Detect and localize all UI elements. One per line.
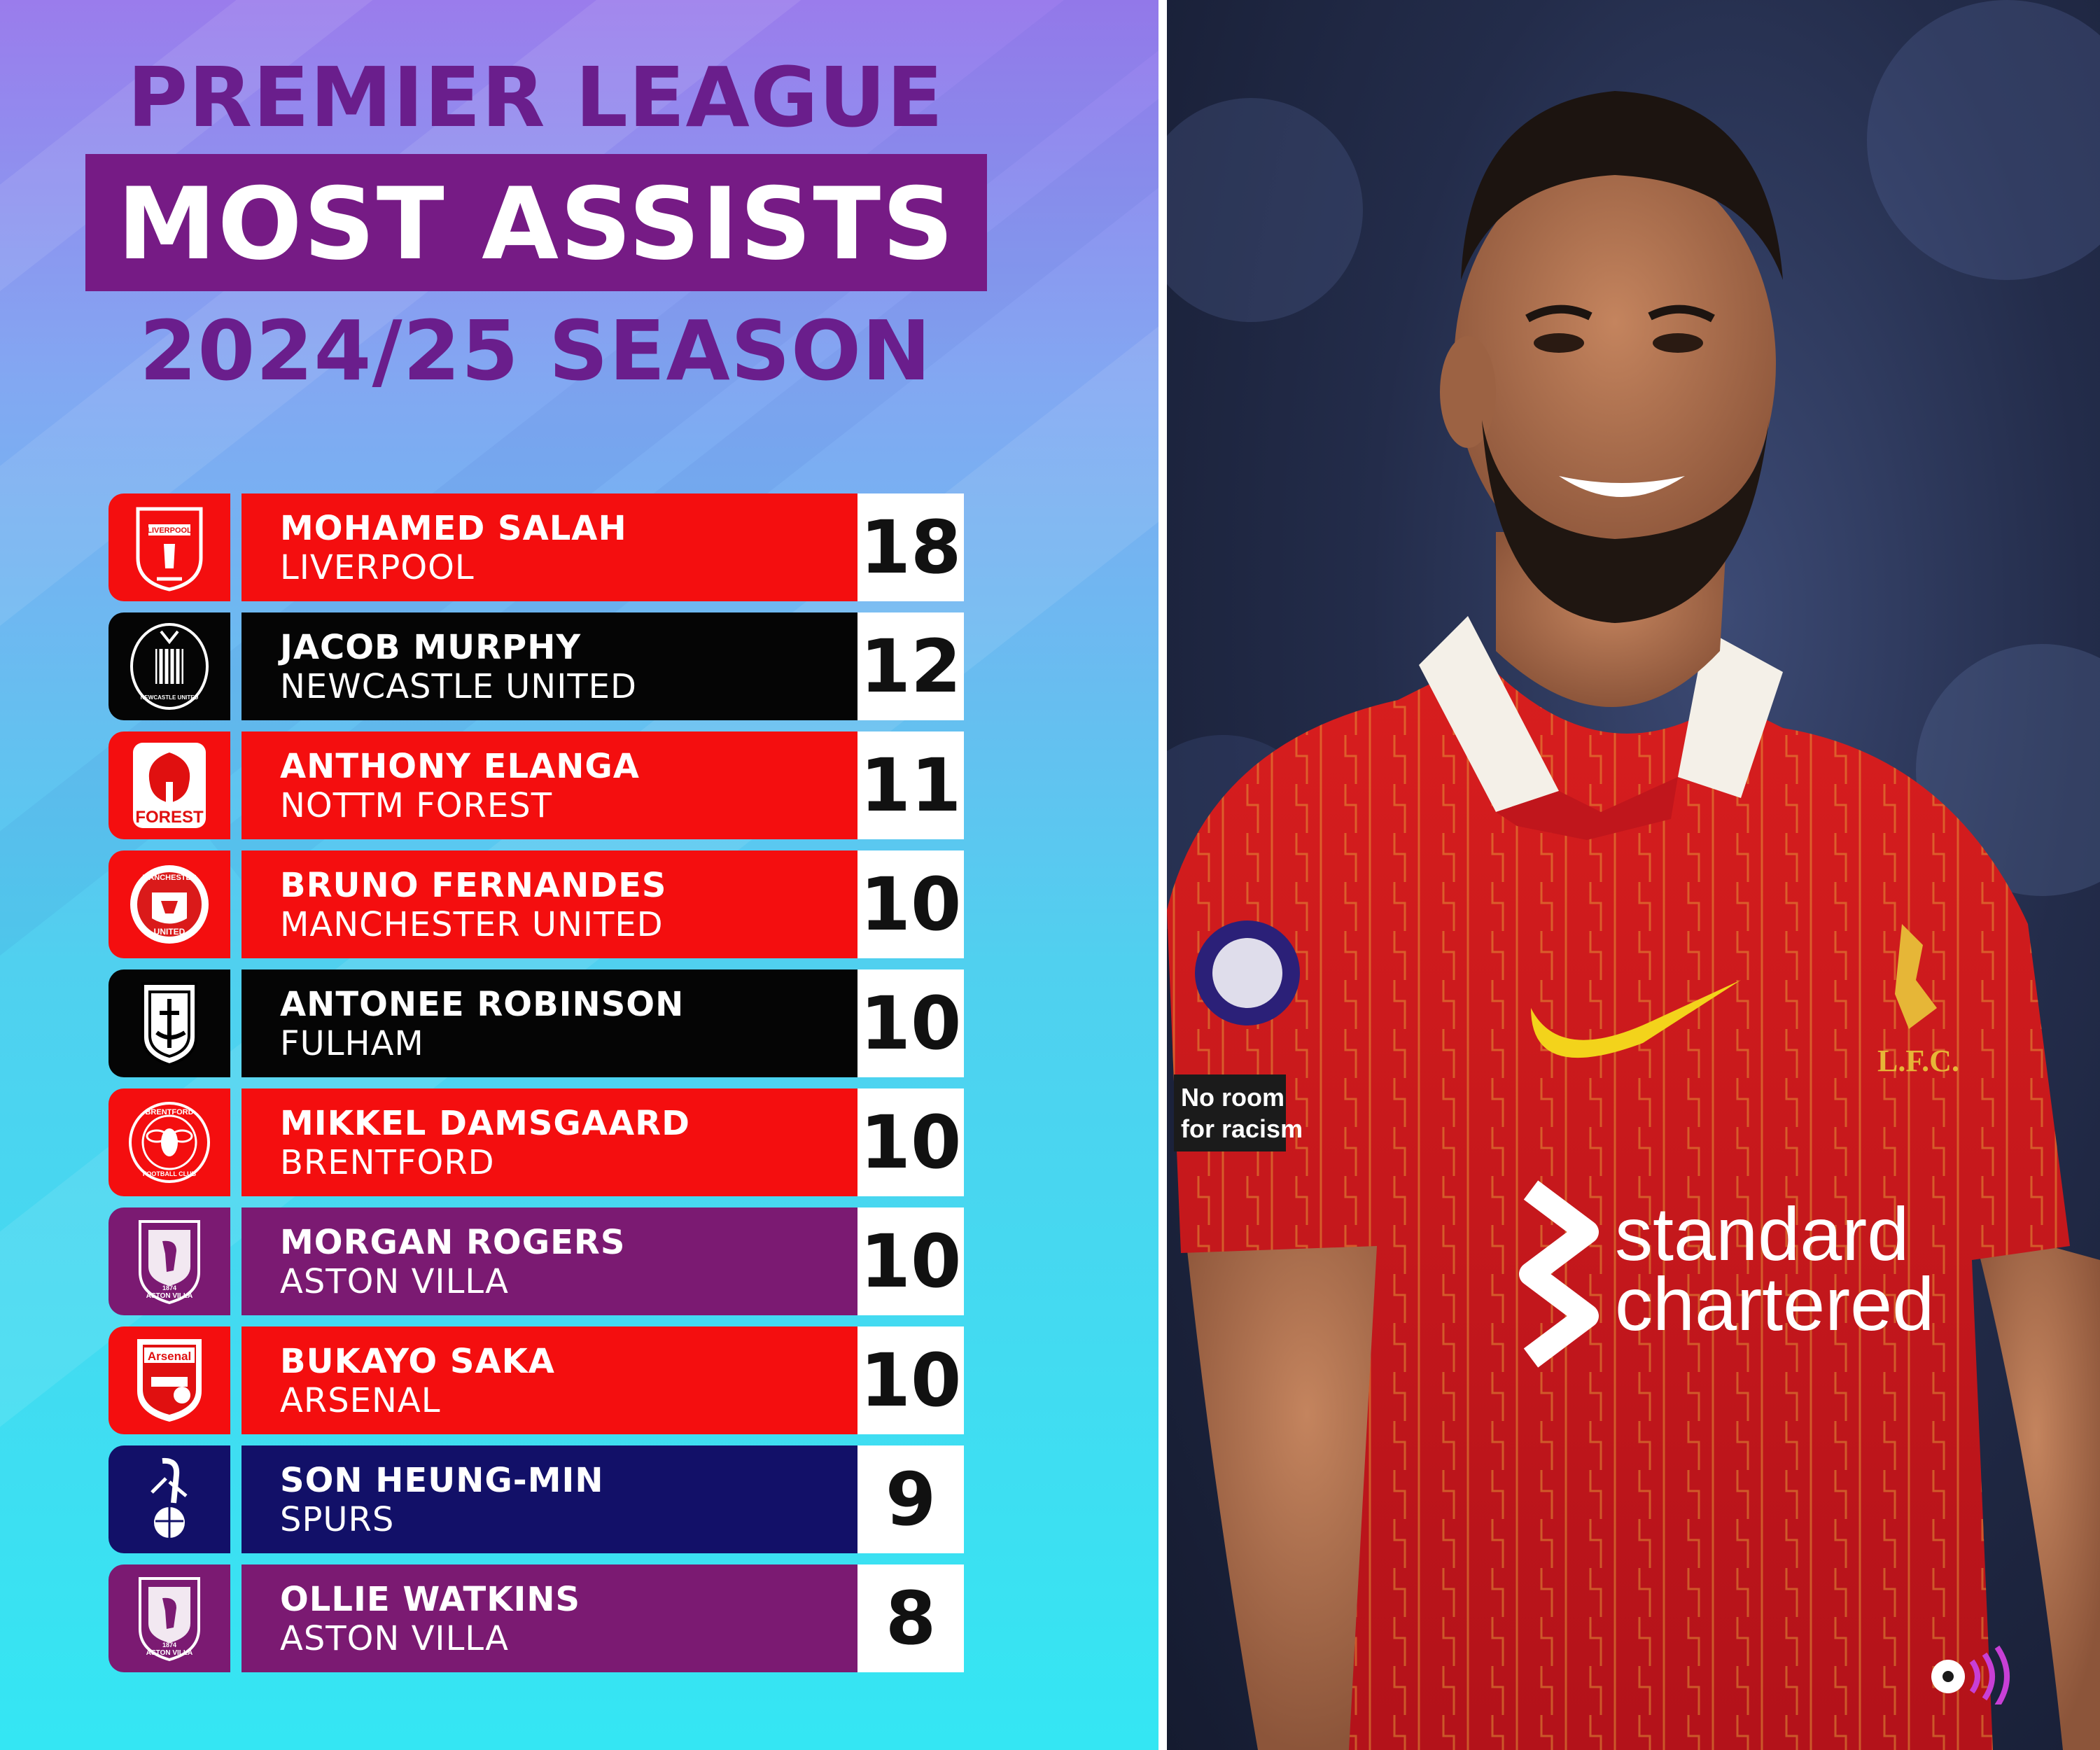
sleeve-text-2: for racism: [1181, 1114, 1303, 1143]
svg-text:BRENTFORD: BRENTFORD: [145, 1108, 193, 1116]
svg-text:ASTON VILLA: ASTON VILLA: [146, 1649, 192, 1657]
liverpool-crest-icon: LIVERPOOL: [108, 493, 230, 601]
player-band: ANTHONY ELANGA NOTTM FOREST: [241, 732, 955, 839]
assist-count: 10: [860, 1100, 962, 1185]
assist-count-box: 10: [858, 850, 964, 958]
player-club: FULHAM: [280, 1024, 424, 1063]
player-name: BUKAYO SAKA: [280, 1342, 555, 1381]
table-row: MANCHESTER UNITED BRUNO FERNANDES MANCHE…: [108, 850, 964, 958]
assist-count: 10: [860, 981, 962, 1066]
assist-count-box: 10: [858, 1088, 964, 1196]
svg-text:MANCHESTER: MANCHESTER: [142, 874, 197, 882]
player-club: ASTON VILLA: [280, 1619, 509, 1658]
player-name: MOHAMED SALAH: [280, 509, 627, 548]
table-row: SON HEUNG-MIN SPURS 9: [108, 1446, 964, 1553]
player-name: ANTHONY ELANGA: [280, 747, 640, 786]
player-band: OLLIE WATKINS ASTON VILLA: [241, 1564, 955, 1672]
table-row: ANTONEE ROBINSON FULHAM 10: [108, 969, 964, 1077]
aston-villa-crest-icon: 1874 ASTON VILLA: [108, 1564, 230, 1672]
assist-count-box: 18: [858, 493, 964, 601]
infographic-panel: PREMIER LEAGUE MOST ASSISTS 2024/25 SEAS…: [0, 0, 1158, 1750]
assist-count: 10: [860, 1219, 962, 1304]
player-band: ANTONEE ROBINSON FULHAM: [241, 969, 955, 1077]
player-band: MOHAMED SALAH LIVERPOOL: [241, 493, 955, 601]
assist-count-box: 12: [858, 612, 964, 720]
assist-count-box: 11: [858, 732, 964, 839]
player-club: ASTON VILLA: [280, 1262, 509, 1301]
title-league: PREMIER LEAGUE: [127, 49, 944, 146]
svg-text:FOOTBALL CLUB: FOOTBALL CLUB: [143, 1170, 197, 1177]
table-row: 1874 ASTON VILLA OLLIE WATKINS ASTON VILL…: [108, 1564, 964, 1672]
player-name: SON HEUNG-MIN: [280, 1461, 604, 1500]
assist-count-box: 10: [858, 1208, 964, 1315]
brand-logo: [1931, 1645, 2010, 1704]
assist-count-box: 9: [858, 1446, 964, 1553]
player-name: BRUNO FERNANDES: [280, 866, 667, 905]
man-utd-crest-icon: MANCHESTER UNITED: [108, 850, 230, 958]
shirt-initials: L.F.C.: [1877, 1044, 1959, 1078]
assist-count-box: 10: [858, 969, 964, 1077]
newcastle-crest-icon: NEWCASTLE UNITED: [108, 612, 230, 720]
assist-count: 9: [885, 1457, 937, 1542]
player-club: MANCHESTER UNITED: [280, 905, 664, 944]
assist-count: 8: [885, 1576, 937, 1661]
player-name: JACOB MURPHY: [280, 628, 582, 667]
player-club: ARSENAL: [280, 1381, 441, 1420]
player-band: MIKKEL DAMSGAARD BRENTFORD: [241, 1088, 955, 1196]
player-club: LIVERPOOL: [280, 548, 475, 587]
svg-text:Arsenal: Arsenal: [148, 1350, 191, 1363]
player-band: BUKAYO SAKA ARSENAL: [241, 1326, 955, 1434]
player-club: SPURS: [280, 1500, 395, 1539]
sleeve-text-1: No room: [1181, 1083, 1284, 1112]
svg-text:ASTON VILLA: ASTON VILLA: [146, 1292, 192, 1300]
table-row: FOREST ANTHONY ELANGA NOTTM FOREST 11: [108, 732, 964, 839]
player-band: MORGAN ROGERS ASTON VILLA: [241, 1208, 955, 1315]
sponsor-text-2: chartered: [1615, 1261, 1934, 1346]
assist-count: 18: [860, 505, 962, 590]
svg-text:1874: 1874: [162, 1642, 176, 1648]
svg-text:UNITED: UNITED: [154, 927, 186, 937]
title-season: 2024/25 SEASON: [139, 302, 932, 399]
title-banner: [85, 154, 987, 291]
assist-count: 12: [860, 624, 962, 709]
assist-count: 11: [860, 743, 962, 828]
sponsor-text-1: standard: [1615, 1191, 1909, 1276]
player-band: JACOB MURPHY NEWCASTLE UNITED: [241, 612, 955, 720]
assist-count-box: 10: [858, 1326, 964, 1434]
fulham-crest-icon: [108, 969, 230, 1077]
assist-count: 10: [860, 1338, 962, 1423]
player-band: SON HEUNG-MIN SPURS: [241, 1446, 955, 1553]
player-photo: No room for racism L.F.C. standard chart…: [1167, 0, 2100, 1750]
panel-divider: [1158, 0, 1167, 1750]
player-band: BRUNO FERNANDES MANCHESTER UNITED: [241, 850, 955, 958]
assist-count-box: 8: [858, 1564, 964, 1672]
title-main: MOST ASSISTS: [117, 167, 955, 282]
player-club: NOTTM FOREST: [280, 786, 553, 825]
forest-crest-icon: FOREST: [108, 732, 230, 839]
table-row: LIVERPOOL MOHAMED SALAH LIVERPOOL 18: [108, 493, 964, 601]
table-row: Arsenal BUKAYO SAKA ARSENAL 10: [108, 1326, 964, 1434]
brentford-crest-icon: BRENTFORD FOOTBALL CLUB: [108, 1088, 230, 1196]
svg-text:NEWCASTLE UNITED: NEWCASTLE UNITED: [141, 694, 199, 701]
aston-villa-crest-icon: 1874 ASTON VILLA: [108, 1208, 230, 1315]
table-row: 1874 ASTON VILLA MORGAN ROGERS ASTON VILL…: [108, 1208, 964, 1315]
svg-text:1874: 1874: [162, 1284, 176, 1292]
player-illustration: No room for racism L.F.C. standard chart…: [1167, 0, 2100, 1750]
player-club: NEWCASTLE UNITED: [280, 667, 637, 706]
player-name: ANTONEE ROBINSON: [280, 985, 685, 1024]
player-name: MORGAN ROGERS: [280, 1223, 626, 1262]
arsenal-crest-icon: Arsenal: [108, 1326, 230, 1434]
svg-text:FOREST: FOREST: [135, 808, 204, 827]
table-row: NEWCASTLE UNITED JACOB MURPHY NEWCASTLE …: [108, 612, 964, 720]
svg-text:LIVERPOOL: LIVERPOOL: [147, 526, 192, 535]
player-name: MIKKEL DAMSGAARD: [280, 1104, 690, 1143]
player-name: OLLIE WATKINS: [280, 1580, 581, 1619]
player-club: BRENTFORD: [280, 1143, 495, 1182]
assists-table: LIVERPOOL MOHAMED SALAH LIVERPOOL 18 NEW…: [108, 493, 964, 1684]
table-row: BRENTFORD FOOTBALL CLUB MIKKEL DAMSGAARD…: [108, 1088, 964, 1196]
spurs-crest-icon: [108, 1446, 230, 1553]
assist-count: 10: [860, 862, 962, 947]
